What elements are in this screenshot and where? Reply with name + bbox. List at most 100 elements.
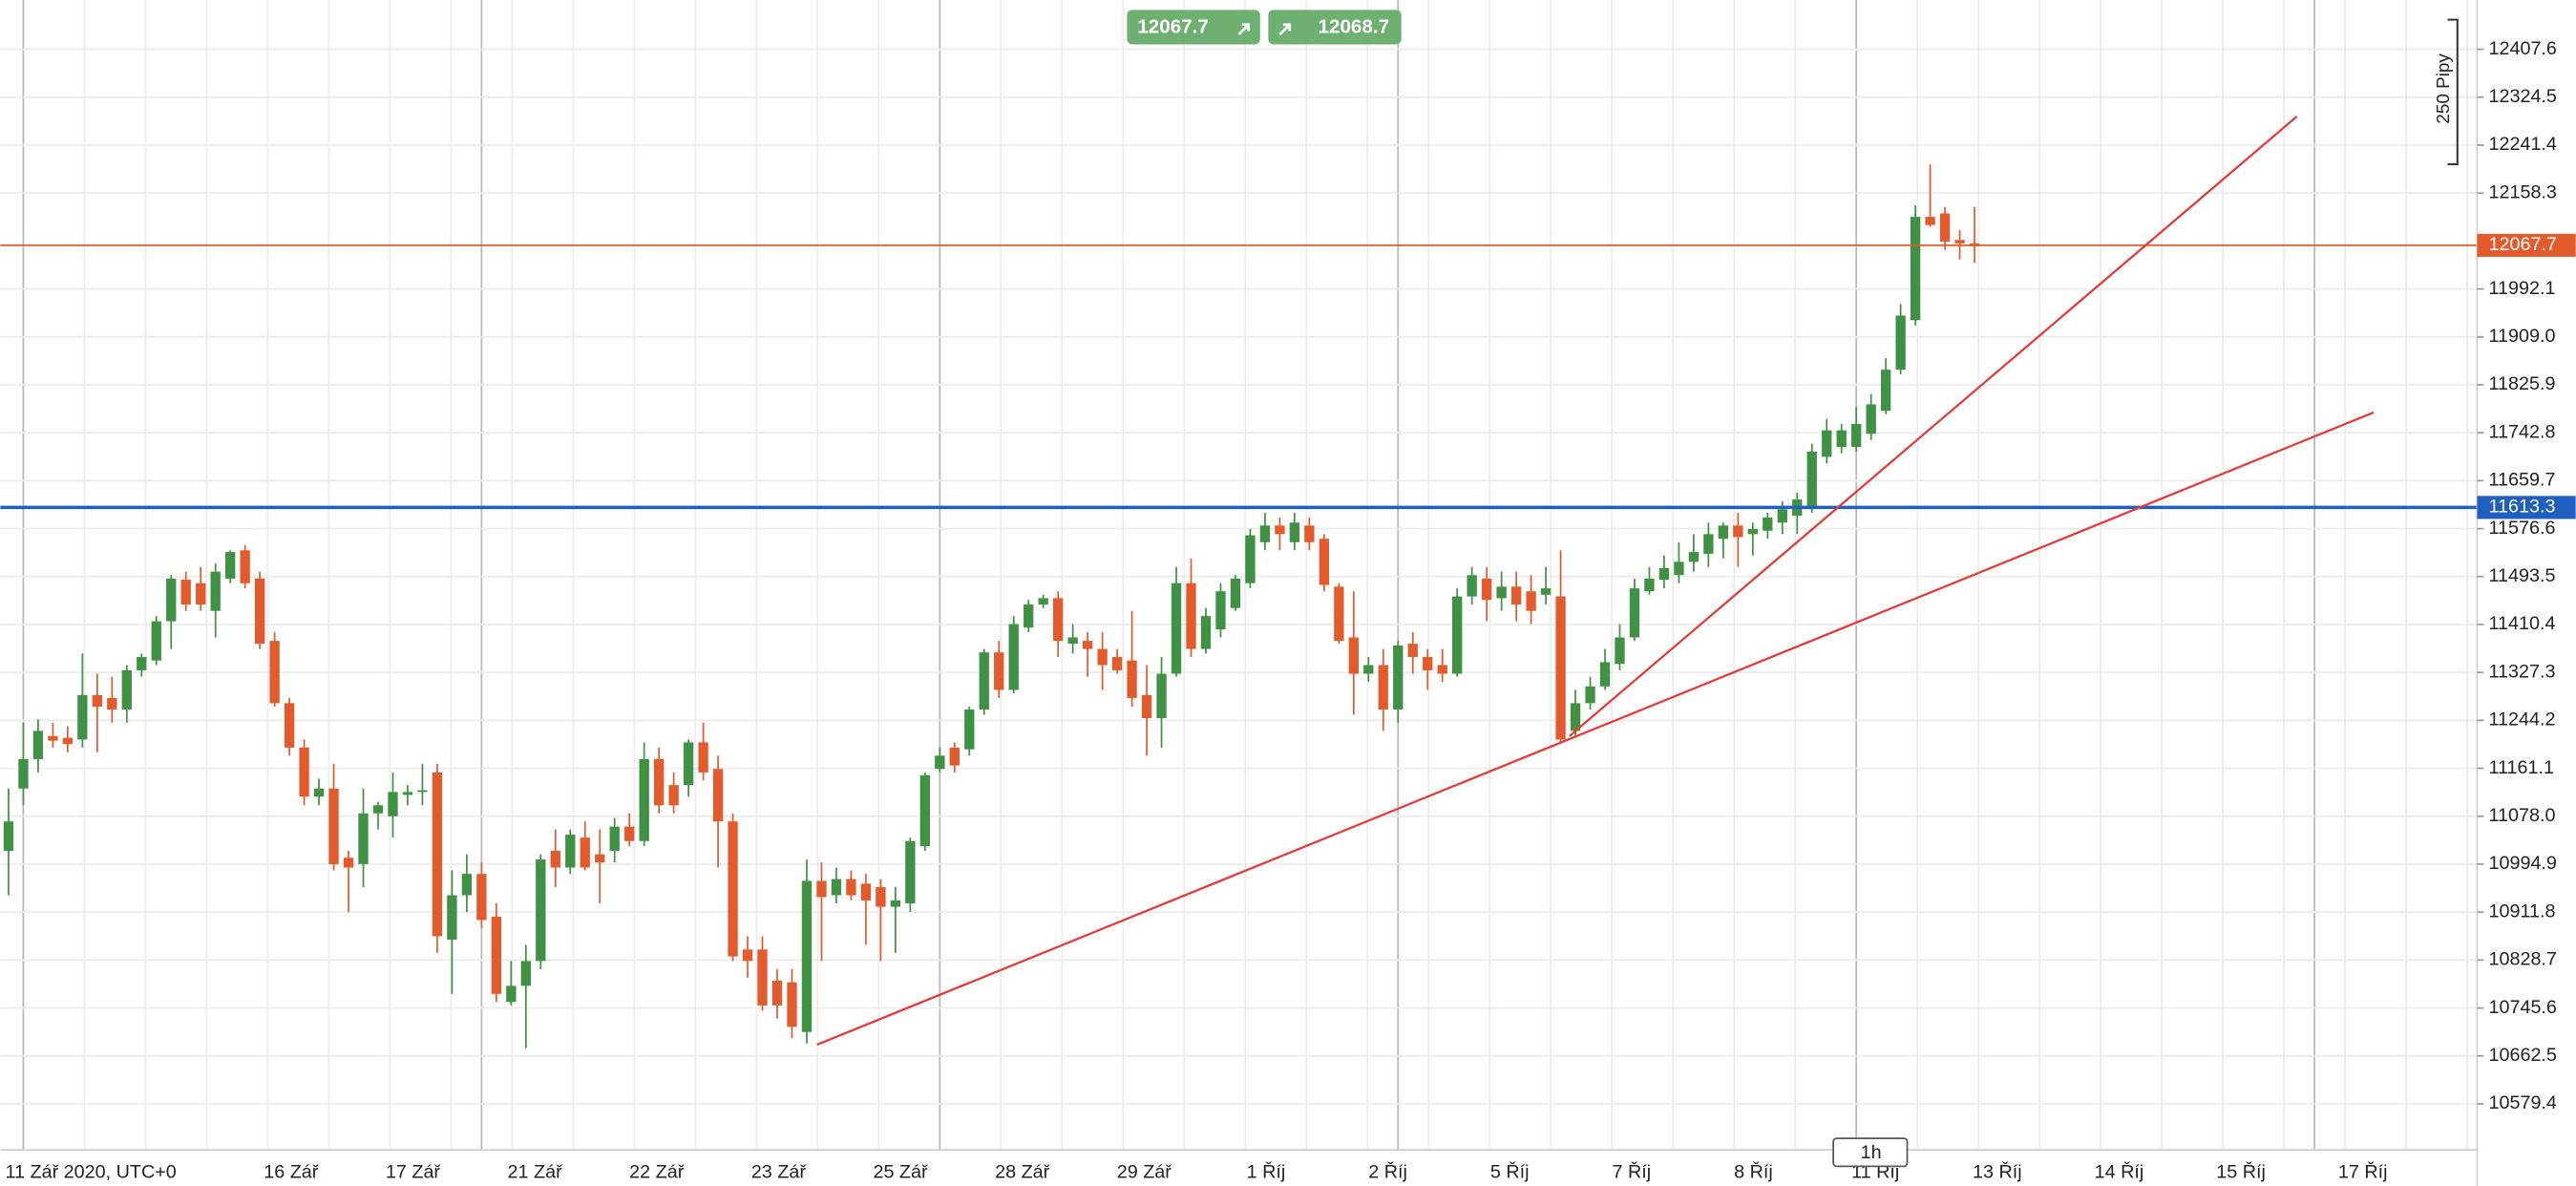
x-tick-label: 7 Říj	[1613, 1160, 1652, 1182]
y-tick-label: 11992.1	[2488, 278, 2555, 299]
candle-body	[447, 895, 457, 941]
candle-body	[77, 694, 88, 740]
y-tick-label: 10662.5	[2488, 1045, 2556, 1066]
y-tick-label: 12407.6	[2488, 38, 2556, 59]
y-tick-label: 11825.9	[2488, 373, 2555, 394]
timeframe-label[interactable]: 1h	[1861, 1142, 1882, 1163]
candle-body	[919, 774, 930, 847]
ruler-label: 250 Pipy	[2434, 53, 2454, 124]
trend-line	[1569, 116, 2298, 737]
candle-body	[520, 961, 531, 986]
candle-body	[1510, 586, 1522, 605]
buy-price[interactable]: 12068.7	[1319, 16, 1390, 38]
timeframe-box[interactable]	[1832, 1137, 1909, 1168]
candle-body	[1038, 598, 1048, 605]
price-label-box	[2477, 496, 2576, 519]
sell-box[interactable]	[1127, 10, 1260, 45]
candle-body	[151, 621, 161, 661]
candle-body	[1570, 703, 1581, 731]
price-label-box	[2477, 233, 2576, 257]
candle-body	[1259, 525, 1271, 542]
candle-body	[1688, 552, 1700, 562]
x-tick-label: 8 Říj	[1734, 1160, 1773, 1182]
candle-body	[254, 578, 265, 645]
candle-body	[372, 805, 384, 814]
candle-body	[1954, 240, 1965, 244]
candle-body	[1674, 561, 1684, 576]
y-tick-label: 11244.2	[2488, 709, 2555, 731]
x-tick-label: 13 Říj	[1973, 1160, 2022, 1182]
timeframe-button[interactable]: 1h	[1832, 1137, 1909, 1168]
candle-body	[668, 785, 679, 806]
candle-body	[1555, 596, 1566, 740]
candle-body	[432, 772, 443, 937]
candle-body	[1615, 637, 1625, 665]
candle-body	[565, 835, 576, 868]
candle-body	[402, 792, 413, 795]
candle-body	[1200, 616, 1212, 649]
sell-price[interactable]: 12067.7	[1137, 16, 1209, 38]
plot-area	[0, 116, 2478, 1048]
x-tick-label: 2 Říj	[1368, 1160, 1407, 1182]
x-tick-label: 1 Říj	[1247, 1160, 1286, 1182]
candle-body	[1718, 525, 1729, 540]
candle-body	[1733, 525, 1743, 538]
candle-body	[1836, 430, 1847, 448]
buy-box[interactable]	[1268, 10, 1402, 45]
candle-body	[1851, 423, 1862, 448]
candle-body	[1215, 591, 1226, 630]
x-tick-label: 21 Zář	[508, 1161, 563, 1182]
candle-body	[609, 826, 620, 852]
price-label: 12067.7	[2488, 234, 2556, 255]
candle-body	[1910, 217, 1921, 321]
candle-body	[166, 578, 177, 622]
grid	[0, 0, 2478, 1151]
candle-body	[32, 731, 44, 759]
sell-button[interactable]: 12067.7	[1127, 10, 1260, 45]
candle-body	[1540, 588, 1552, 595]
trade-panel: 12067.7 12068.7	[1127, 10, 1402, 45]
candle-body	[550, 851, 560, 868]
candle-body	[1393, 645, 1404, 710]
candle-body	[860, 883, 872, 900]
buy-icon	[1278, 23, 1292, 36]
candle-body	[1171, 582, 1182, 674]
candle-body	[1658, 568, 1670, 581]
x-tick-label: 23 Zář	[751, 1161, 807, 1182]
candle-body	[846, 879, 856, 896]
candle-body	[1703, 534, 1714, 554]
candle-body	[1334, 586, 1344, 642]
candle-body	[1008, 624, 1019, 690]
candle-body	[1925, 217, 1935, 225]
candle-body	[1585, 686, 1595, 704]
candle-body	[1024, 604, 1034, 628]
candle-body	[196, 582, 206, 605]
buy-button[interactable]: 12068.7	[1268, 10, 1402, 45]
candle-body	[313, 788, 325, 797]
x-tick-label: 14 Říj	[2095, 1160, 2144, 1182]
candle-body	[712, 769, 724, 822]
candle-body	[757, 949, 768, 1006]
candle-body	[1319, 539, 1330, 585]
candle-body	[1763, 517, 1773, 531]
candle-body	[580, 837, 590, 868]
y-tick-label: 11410.4	[2488, 613, 2555, 634]
candle-body	[1599, 662, 1611, 687]
x-tick-label: 29 Zář	[1117, 1161, 1172, 1182]
candle-body	[506, 985, 517, 1003]
y-tick-label: 12241.4	[2488, 134, 2556, 155]
candle-body	[536, 859, 546, 962]
candle-body	[595, 854, 605, 863]
candle-body	[1067, 637, 1078, 645]
y-tick-label: 10828.7	[2488, 949, 2556, 970]
x-tick-label: 16 Zář	[264, 1161, 319, 1182]
candle-body	[742, 949, 753, 962]
y-tick-label: 11576.6	[2488, 518, 2555, 539]
candle-body	[1629, 588, 1640, 638]
candle-body	[831, 879, 842, 896]
y-tick-label: 10911.8	[2488, 900, 2555, 921]
candle-body	[1127, 660, 1137, 698]
x-tick-label: 15 Říj	[2216, 1160, 2266, 1182]
